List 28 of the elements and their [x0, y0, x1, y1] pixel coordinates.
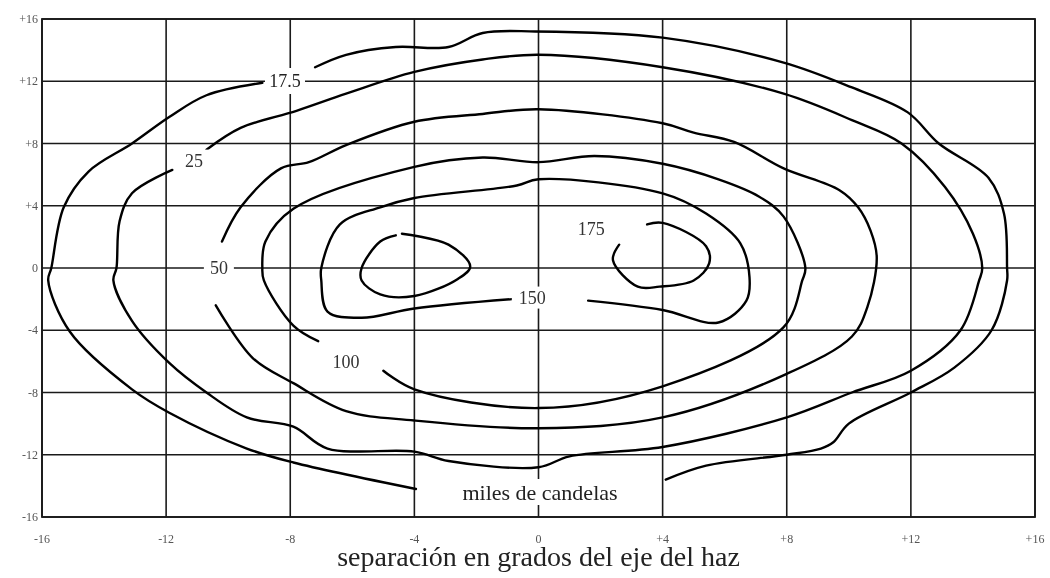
y-tick-label: +12	[19, 74, 38, 89]
y-tick-label: +4	[25, 198, 38, 213]
x-tick-label: -4	[409, 532, 420, 546]
x-tick-label: +8	[780, 532, 794, 546]
y-tick-label: 0	[32, 261, 38, 276]
annotation: miles de candelas	[462, 479, 618, 505]
line-series	[319, 177, 752, 325]
annotation: 25	[185, 150, 204, 171]
y-tick-label: -8	[28, 385, 38, 400]
x-tick-label: -8	[285, 532, 296, 546]
line-series	[261, 154, 807, 410]
y-tick-label: -16	[22, 510, 38, 525]
annotation: 150	[518, 287, 546, 308]
line-series	[112, 53, 984, 470]
annotation: 50	[209, 258, 228, 279]
annotation: 100	[332, 351, 360, 372]
y-tick-label: -12	[22, 447, 38, 462]
annotation: 17.5	[269, 71, 301, 92]
y-tick-label: -4	[28, 323, 38, 338]
x-tick-label: -12	[158, 532, 175, 546]
annotation: 175	[577, 219, 605, 240]
x-tick-label: +12	[901, 532, 921, 546]
line-series	[313, 29, 1009, 481]
x-tick-label: +4	[656, 532, 670, 546]
y-tick-label: +16	[19, 12, 38, 27]
x-tick-label: +16	[1025, 532, 1045, 546]
x-tick-label: 0	[535, 532, 542, 546]
y-tick-label: +8	[25, 136, 38, 151]
